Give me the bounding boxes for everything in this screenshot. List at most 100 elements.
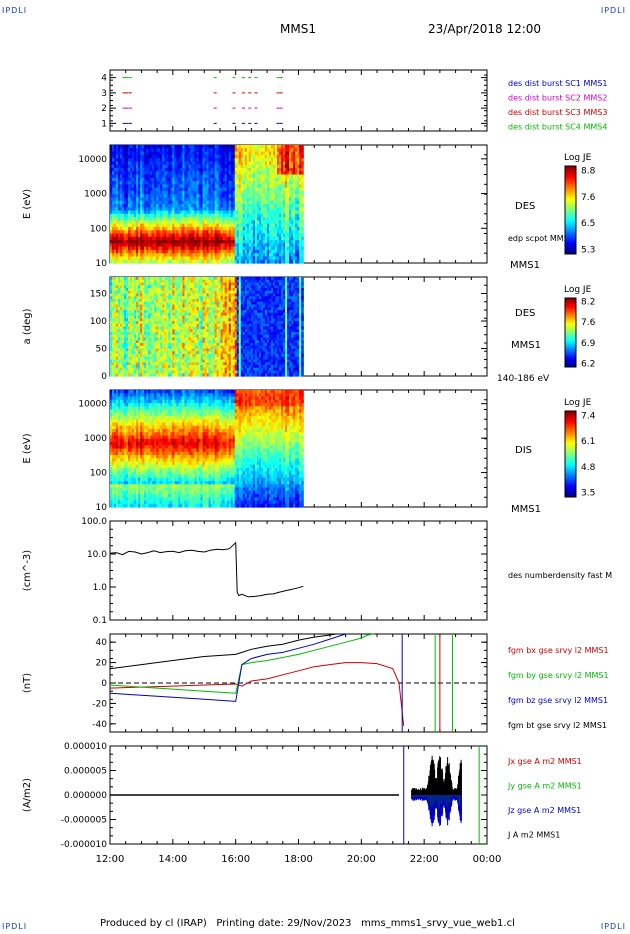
heatmap-cell <box>220 167 224 172</box>
heatmap-cell <box>154 161 157 166</box>
heatmap-cell <box>156 167 159 172</box>
heatmap-cell <box>240 220 244 225</box>
heatmap-cell <box>116 187 119 192</box>
heatmap-cell <box>242 220 246 225</box>
heatmap-cell <box>128 230 131 235</box>
heatmap-cell <box>299 210 302 215</box>
heatmap-cell <box>275 259 278 264</box>
heatmap-cell <box>216 194 220 199</box>
heatmap-cell <box>110 210 113 215</box>
heatmap-cell <box>230 243 234 248</box>
heatmap-cell <box>234 243 238 248</box>
heatmap-cell <box>120 220 123 225</box>
heatmap-cell <box>176 226 180 231</box>
heatmap-cell <box>275 187 278 192</box>
heatmap-cell <box>128 220 131 225</box>
heatmap-cell <box>204 210 208 215</box>
heatmap-cell <box>216 151 220 156</box>
heatmap-cell <box>252 233 256 238</box>
heatmap-cell <box>188 240 192 244</box>
heatmap-cell <box>170 233 173 238</box>
heatmap-cell <box>180 181 184 185</box>
heatmap-cell <box>216 220 220 225</box>
heatmap-cell <box>114 220 117 225</box>
heatmap-cell <box>120 187 123 192</box>
heatmap-cell <box>200 174 204 179</box>
heatmap-cell <box>254 233 258 238</box>
heatmap-cell <box>269 187 272 192</box>
heatmap-cell <box>178 164 182 169</box>
heatmap-cell <box>287 164 290 169</box>
heatmap-cell <box>124 240 127 244</box>
heatmap-cell <box>152 240 155 244</box>
heatmap-cell <box>216 158 220 162</box>
heatmap-cell <box>138 226 141 231</box>
heatmap-cell <box>275 226 278 231</box>
heatmap-cell <box>136 158 139 162</box>
heatmap-cell <box>192 164 196 169</box>
heatmap-cell <box>287 236 290 241</box>
heatmap-cell <box>140 210 143 215</box>
heatmap-cell <box>252 243 256 248</box>
heatmap-cell <box>218 181 222 185</box>
heatmap-cell <box>232 171 236 176</box>
heatmap-cell <box>273 259 276 264</box>
heatmap-cell <box>212 154 216 159</box>
heatmap-cell <box>198 230 202 235</box>
heatmap-cell <box>256 259 260 264</box>
heatmap-cell <box>226 158 230 162</box>
heatmap-cell <box>220 259 224 264</box>
heatmap-cell <box>132 154 135 159</box>
heatmap-cell <box>122 174 125 179</box>
heatmap-cell <box>264 220 268 225</box>
heatmap-cell <box>180 158 184 162</box>
heatmap-cell <box>140 145 143 149</box>
heatmap-cell <box>271 161 274 166</box>
heatmap-cell <box>264 197 268 202</box>
heatmap-cell <box>186 230 190 235</box>
heatmap-cell <box>240 243 244 248</box>
heatmap-cell <box>236 207 240 212</box>
heatmap-cell <box>148 158 151 162</box>
heatmap-cell <box>132 171 135 176</box>
heatmap-cell <box>190 161 194 166</box>
heatmap-cell <box>166 184 169 189</box>
side-label-1: MMS1 <box>510 260 540 271</box>
heatmap-cell <box>277 226 280 231</box>
heatmap-cell <box>176 167 180 172</box>
heatmap-cell <box>200 223 204 228</box>
heatmap-cell <box>279 181 282 185</box>
heatmap-cell <box>216 167 220 172</box>
heatmap-cell <box>240 190 244 195</box>
heatmap-cell <box>156 204 159 208</box>
heatmap-cell <box>236 184 240 189</box>
heatmap-cell <box>164 145 167 149</box>
heatmap-cell <box>176 151 180 156</box>
heatmap-cell <box>184 158 188 162</box>
heatmap-cell <box>216 190 220 195</box>
heatmap-cell <box>264 190 268 195</box>
heatmap-cell <box>222 187 226 192</box>
heatmap-cell <box>110 213 113 218</box>
heatmap-cell <box>218 217 222 221</box>
heatmap-cell <box>122 177 125 182</box>
heatmap-cell <box>214 259 218 264</box>
heatmap-cell <box>112 230 115 235</box>
heatmap-cell <box>295 210 298 215</box>
heatmap-cell <box>134 177 137 182</box>
heatmap-cell <box>166 207 169 212</box>
heatmap-cell <box>222 197 226 202</box>
heatmap-cell <box>148 181 151 185</box>
heatmap-cell <box>266 151 270 156</box>
heatmap-cell <box>132 177 135 182</box>
heatmap-cell <box>134 194 137 199</box>
heatmap-cell <box>226 249 230 254</box>
heatmap-cell <box>170 210 173 215</box>
heatmap-cell <box>232 246 236 251</box>
heatmap-cell <box>281 187 284 192</box>
heatmap-cell <box>260 148 264 153</box>
heatmap-cell <box>252 167 256 172</box>
heatmap-cell <box>289 243 292 248</box>
heatmap-cell <box>202 243 206 248</box>
heatmap-cell <box>150 256 153 261</box>
